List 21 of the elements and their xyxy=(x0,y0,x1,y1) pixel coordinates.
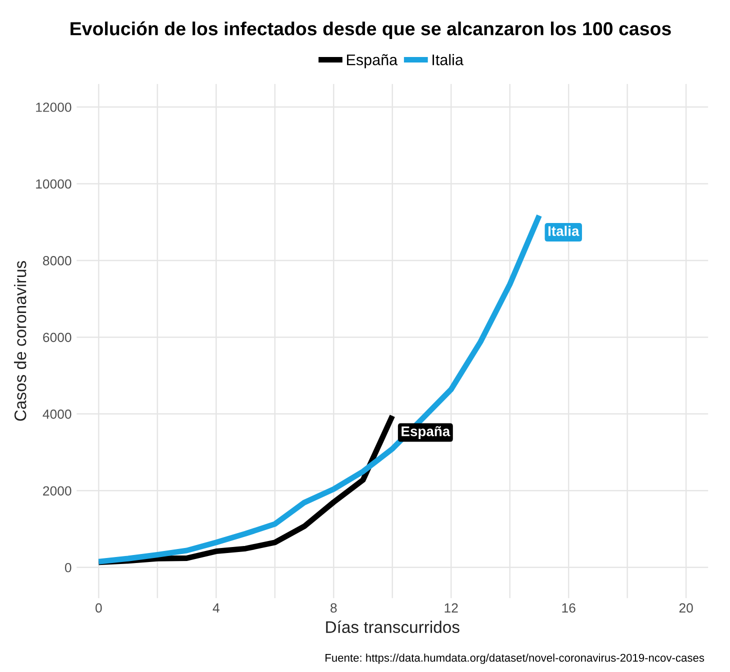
source-note: Fuente: https://data.humdata.org/dataset/novel-coronavirus-2019-ncov-cases xyxy=(326,654,704,664)
x-tick-label: 0 xyxy=(96,603,102,613)
legend-label: España xyxy=(347,54,398,68)
x-tick-label: 20 xyxy=(679,603,693,613)
y-tick-label: 0 xyxy=(64,562,72,572)
y-tick-label: 10000 xyxy=(36,179,72,189)
y-tick-label: 2000 xyxy=(43,486,72,496)
x-tick-label: 16 xyxy=(562,603,576,613)
y-tick-label: 12000 xyxy=(36,102,72,112)
text: Italia xyxy=(548,226,580,236)
x-tick-label: 8 xyxy=(330,603,337,613)
y-axis-title: Casos de coronavirus xyxy=(14,261,26,421)
text: España xyxy=(402,426,450,439)
x-axis-title: Días transcurridos xyxy=(326,620,460,634)
legend-label: Italia xyxy=(432,54,464,66)
y-tick-label: 8000 xyxy=(43,256,72,266)
y-tick-label: 6000 xyxy=(43,332,72,342)
x-tick-label: 4 xyxy=(212,603,220,613)
x-tick-label: 12 xyxy=(444,603,458,613)
y-tick-label: 4000 xyxy=(42,410,72,419)
chart-title: Evolución de los infectados desde que se alcanzaron los 100 casos xyxy=(70,21,671,40)
